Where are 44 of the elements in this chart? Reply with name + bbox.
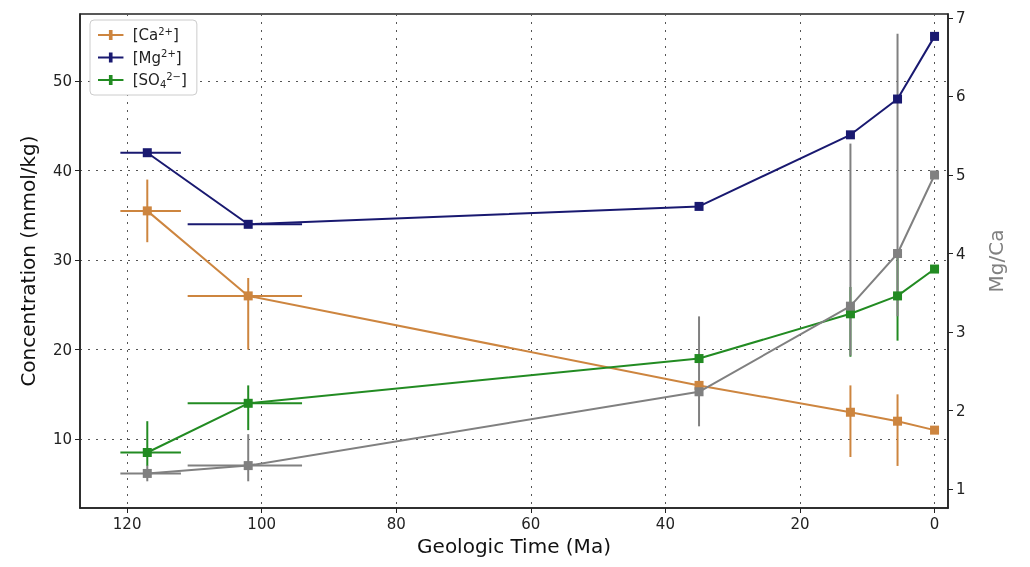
- x-axis-title: Geologic Time (Ma): [417, 533, 611, 558]
- x-tick-label: 40: [655, 514, 675, 533]
- y2-tick-label: 7: [956, 8, 966, 27]
- point: [243, 219, 253, 229]
- point: [930, 264, 940, 274]
- point: [845, 301, 855, 311]
- point: [845, 407, 855, 417]
- point: [930, 170, 940, 180]
- point: [930, 31, 940, 41]
- x-tick-label: 80: [386, 514, 406, 533]
- point: [694, 201, 704, 211]
- point: [243, 291, 253, 301]
- y2-tick-label: 3: [956, 323, 966, 342]
- x-tick-label: 60: [521, 514, 541, 533]
- point: [694, 354, 704, 364]
- y2-tick-label: 4: [956, 244, 966, 263]
- point: [893, 416, 903, 426]
- point: [142, 148, 152, 158]
- x-tick-label: 120: [112, 514, 142, 533]
- y2-axis-title: Mg/Ca: [984, 229, 1008, 293]
- point: [243, 461, 253, 471]
- y-tick-label: 10: [52, 430, 72, 449]
- point: [142, 206, 152, 216]
- x-tick-label: 20: [790, 514, 810, 533]
- y-tick-label: 30: [52, 251, 72, 270]
- y-axis-title: Concentration (mmol/kg): [16, 135, 40, 387]
- point: [142, 468, 152, 478]
- point: [930, 425, 940, 435]
- y-tick-label: 40: [52, 161, 72, 180]
- point: [893, 94, 903, 104]
- point: [893, 291, 903, 301]
- point: [142, 448, 152, 458]
- y2-tick-label: 6: [956, 87, 966, 106]
- x-tick-label: 100: [247, 514, 276, 533]
- point: [893, 249, 903, 259]
- point: [845, 130, 855, 140]
- y2-tick-label: 1: [956, 480, 966, 499]
- point: [694, 387, 704, 397]
- y-tick-label: 20: [52, 340, 72, 359]
- point: [243, 398, 253, 408]
- x-tick-label: 0: [929, 514, 940, 533]
- y2-tick-label: 2: [956, 401, 966, 420]
- y-tick-label: 50: [52, 72, 72, 91]
- y2-tick-label: 5: [956, 166, 966, 184]
